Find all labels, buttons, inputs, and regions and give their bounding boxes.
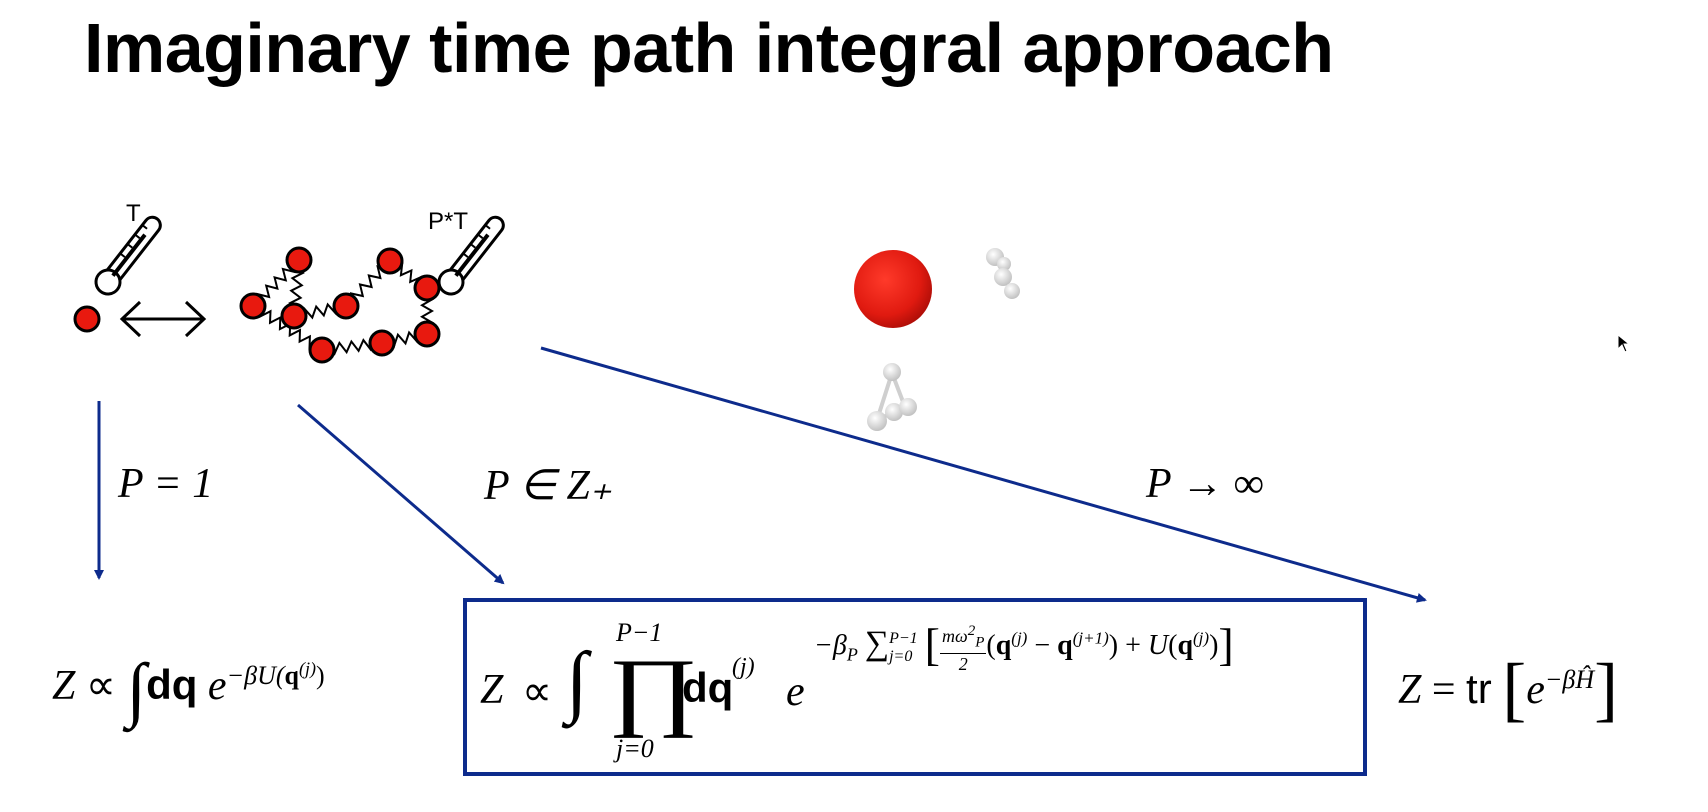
slide-title: Imaginary time path integral approach bbox=[84, 9, 1334, 87]
arrow-middle-label: P ∈ Z₊ bbox=[484, 463, 613, 509]
polymer-bead bbox=[280, 302, 308, 330]
ring-polymer bbox=[239, 246, 441, 364]
classical-particle bbox=[73, 305, 101, 333]
polymer-bead bbox=[332, 292, 360, 320]
polymer-bead bbox=[239, 292, 267, 320]
thermometer-icon-left bbox=[94, 215, 162, 296]
polymer-bead bbox=[413, 320, 441, 348]
polymer-bead bbox=[308, 336, 336, 364]
thermometer-left-label: T bbox=[126, 200, 141, 227]
equation-quantum: Z = tr [e−βĤ] bbox=[1398, 649, 1619, 729]
thermometer-icon-right bbox=[437, 215, 505, 296]
polymer-bead bbox=[413, 274, 441, 302]
arrow-right bbox=[540, 346, 1427, 603]
thermometer-right-label: P*T bbox=[428, 208, 469, 235]
polymer-bead bbox=[376, 247, 404, 275]
polymer-bead bbox=[285, 246, 313, 274]
equation-classical: Z ∝ ∫dq e−βU(q(j)) bbox=[52, 649, 325, 729]
mouse-cursor-icon bbox=[1617, 334, 1631, 353]
equivalence-arrow-icon bbox=[119, 300, 207, 338]
arrow-right-label: P → ∞ bbox=[1146, 461, 1264, 507]
arrow-middle bbox=[297, 403, 505, 585]
polymer-bead bbox=[368, 329, 396, 357]
molecule-render bbox=[854, 248, 1020, 431]
arrow-left-label: P = 1 bbox=[118, 461, 214, 507]
equation-box bbox=[463, 598, 1367, 776]
